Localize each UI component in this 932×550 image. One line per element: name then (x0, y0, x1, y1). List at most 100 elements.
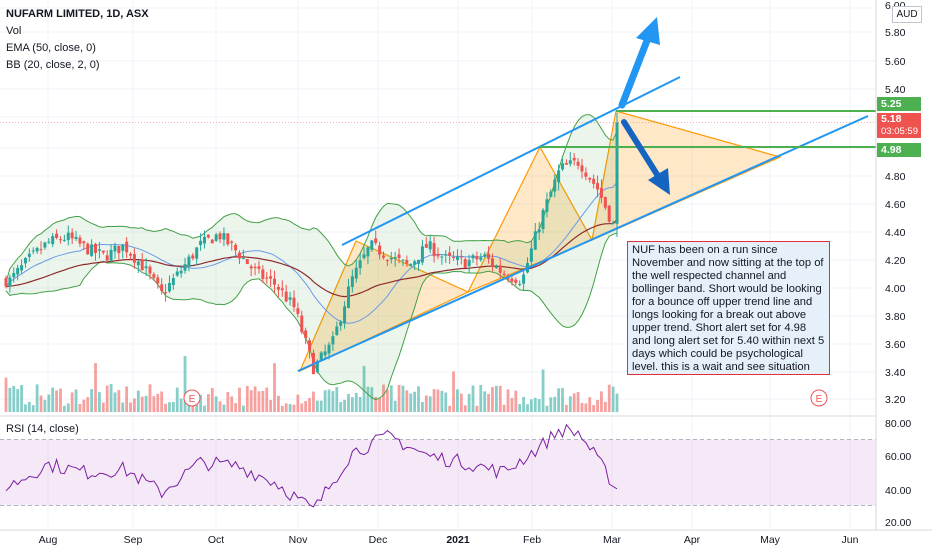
candle-body (160, 284, 164, 292)
volume-bar (121, 402, 125, 412)
volume-bar (549, 397, 553, 412)
candle-body (245, 258, 249, 265)
symbol-title[interactable]: NUFARM LIMITED, 1D, ASX (6, 8, 149, 20)
candle-body (109, 249, 113, 261)
volume-bar (249, 390, 253, 412)
volume-bar (210, 387, 214, 412)
candle-body (362, 254, 366, 259)
ema-line (5, 219, 618, 298)
volume-bar (308, 398, 311, 412)
candle-body (296, 308, 300, 314)
candle-body (475, 255, 479, 260)
volume-bar (82, 399, 86, 412)
candle-body (222, 232, 226, 240)
volume-bar (277, 395, 280, 412)
volume-bar (600, 391, 603, 412)
volume-bar (444, 392, 448, 412)
bar-countdown: 03:05:59 (877, 126, 921, 138)
volume-bar (238, 387, 241, 412)
candle-body (444, 254, 448, 256)
candle-body (234, 244, 238, 251)
candle-body (564, 163, 568, 165)
candle-body (397, 254, 401, 259)
analysis-note[interactable]: NUF has been on a run since November and… (627, 241, 830, 375)
candle-body (541, 209, 545, 229)
currency-button[interactable]: AUD (892, 6, 922, 23)
candle-body (35, 247, 39, 252)
candle-body (210, 239, 214, 244)
rsi-legend[interactable]: RSI (14, close) (6, 423, 79, 435)
rsi-tick-label: 40.00 (885, 485, 911, 497)
candle-body (94, 243, 98, 253)
volume-bar (148, 384, 152, 412)
volume-bar (62, 405, 66, 412)
candle-body (335, 326, 339, 335)
time-tick-label: Oct (208, 534, 224, 546)
volume-bar (136, 390, 140, 412)
volume-legend[interactable]: Vol (6, 25, 22, 37)
candle-body (607, 205, 611, 222)
volume-bar (526, 404, 529, 412)
candle-body (331, 336, 335, 345)
candle-body (615, 122, 619, 224)
volume-bar (226, 392, 230, 412)
volume-bar (323, 390, 327, 412)
volume-bar (568, 396, 572, 412)
candle-body (592, 178, 596, 184)
candle-body (86, 243, 90, 255)
candle-body (420, 246, 424, 263)
candle-body (448, 252, 452, 256)
bollinger-legend[interactable]: BB (20, close, 2, 0) (6, 59, 100, 71)
volume-bar (401, 385, 405, 412)
volume-bar (280, 405, 284, 412)
volume-bar (576, 392, 580, 412)
price-tick-label: 5.80 (885, 27, 906, 39)
volume-bar (374, 397, 378, 412)
candle-body (121, 244, 125, 251)
candle-body (230, 241, 234, 243)
earnings-marker-label: E (816, 394, 823, 405)
volume-bar (144, 395, 148, 412)
price-tick-label: 3.60 (885, 339, 906, 351)
volume-bar (487, 393, 490, 412)
candle-body (280, 288, 284, 291)
volume-bar (510, 398, 514, 412)
candle-body (405, 260, 409, 264)
candle-body (323, 351, 327, 356)
volume-bar (343, 399, 346, 412)
price-tick-label: 4.80 (885, 171, 906, 183)
candle-body (409, 263, 413, 266)
ema-legend[interactable]: EMA (50, close, 0) (6, 42, 96, 54)
volume-bar (160, 391, 164, 412)
channel-lower-line (297, 115, 869, 372)
volume-bar (389, 385, 393, 412)
candle-body (97, 249, 101, 251)
level-badge-lower: 4.98 (877, 143, 921, 157)
candle-body (265, 277, 269, 279)
candle-body (452, 257, 456, 259)
volume-bar (203, 405, 206, 412)
candle-body (183, 264, 187, 271)
candle-body (343, 306, 347, 324)
candle-body (389, 257, 393, 260)
candle-body (354, 267, 358, 279)
current-price-badge: 5.18 (877, 113, 921, 126)
volume-bar (428, 396, 432, 412)
earnings-marker (810, 389, 828, 407)
volume-bar (421, 401, 424, 412)
volume-bar (16, 389, 20, 412)
volume-bar (35, 384, 39, 412)
candle-body (506, 277, 510, 280)
candle-body (378, 245, 382, 255)
candle-body (284, 291, 288, 302)
volume-bar (8, 387, 12, 412)
candle-body (70, 232, 74, 239)
candle-body (374, 238, 378, 243)
candle-body (304, 330, 308, 339)
candle-body (518, 284, 522, 286)
volume-bar (370, 387, 374, 412)
candle-body (549, 191, 553, 197)
candle-body (479, 257, 483, 260)
